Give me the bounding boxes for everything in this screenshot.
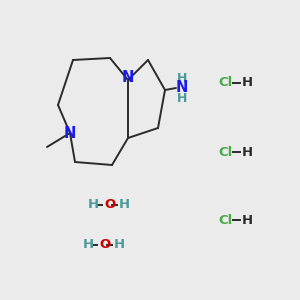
Text: Cl: Cl	[218, 76, 232, 89]
Text: O: O	[104, 199, 115, 212]
Text: H: H	[177, 92, 187, 104]
Text: Cl: Cl	[218, 214, 232, 226]
Text: H: H	[242, 214, 253, 226]
Text: H: H	[242, 146, 253, 158]
Text: H: H	[114, 238, 125, 251]
Text: H: H	[177, 71, 187, 85]
Text: H: H	[88, 199, 99, 212]
Text: H: H	[83, 238, 94, 251]
Text: N: N	[64, 125, 76, 140]
Text: N: N	[122, 70, 134, 86]
Text: N: N	[176, 80, 188, 95]
Text: H: H	[119, 199, 130, 212]
Text: O: O	[99, 238, 110, 251]
Text: Cl: Cl	[218, 146, 232, 158]
Text: H: H	[242, 76, 253, 89]
